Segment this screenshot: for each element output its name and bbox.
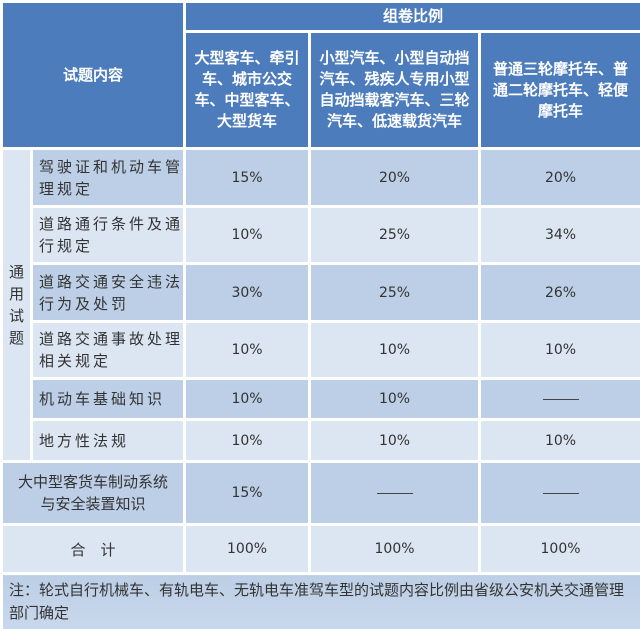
- group-label: 通用试题: [2, 149, 32, 462]
- cell-value: 15%: [185, 462, 310, 525]
- header-ratio: 组卷比例: [185, 2, 640, 32]
- row-label: 驾驶证和机动车管理规定: [32, 149, 185, 207]
- header-col-2: 小型汽车、小型自动挡汽车、残疾人专用小型自动挡载客汽车、三轮汽车、低速载货汽车: [310, 32, 480, 149]
- header-col-3: 普通三轮摩托车、普通二轮摩托车、轻便摩托车: [480, 32, 640, 149]
- row-label: 大中型客货车制动系统与安全装置知识: [2, 462, 185, 525]
- cell-dash: [480, 379, 640, 420]
- row-label: 地方性法规: [32, 420, 185, 462]
- table-row-special: 大中型客货车制动系统与安全装置知识 15%: [2, 462, 640, 525]
- cell-value: 34%: [480, 207, 640, 264]
- table-row-total: 合 计 100% 100% 100%: [2, 525, 640, 574]
- row-label: 道路交通安全违法行为及处罚: [32, 264, 185, 322]
- footnote: 注：轮式自行机械车、有轨电车、无轨电车准驾车型的试题内容比例由省级公安机关交通管…: [2, 574, 640, 629]
- cell-dash: [310, 462, 480, 525]
- cell-value: 10%: [185, 207, 310, 264]
- cell-value: 10%: [480, 322, 640, 379]
- cell-value: 25%: [310, 264, 480, 322]
- header-col-1: 大型客车、牵引车、城市公交车、中型客车、大型货车: [185, 32, 310, 149]
- row-label: 道路交通事故处理相关规定: [32, 322, 185, 379]
- cell-value: 20%: [480, 149, 640, 207]
- row-label: 道路通行条件及通行规定: [32, 207, 185, 264]
- cell-value: 15%: [185, 149, 310, 207]
- cell-value: 26%: [480, 264, 640, 322]
- cell-value: 10%: [310, 420, 480, 462]
- cell-value: 100%: [185, 525, 310, 574]
- header-content: 试题内容: [2, 2, 185, 149]
- cell-value: 20%: [310, 149, 480, 207]
- cell-value: 100%: [480, 525, 640, 574]
- row-label: 合 计: [2, 525, 185, 574]
- cell-value: 10%: [480, 420, 640, 462]
- cell-value: 10%: [310, 379, 480, 420]
- cell-value: 10%: [185, 379, 310, 420]
- cell-value: 25%: [310, 207, 480, 264]
- cell-value: 10%: [185, 420, 310, 462]
- row-label: 机动车基础知识: [32, 379, 185, 420]
- cell-dash: [480, 462, 640, 525]
- cell-value: 10%: [310, 322, 480, 379]
- cell-value: 100%: [310, 525, 480, 574]
- cell-value: 30%: [185, 264, 310, 322]
- cell-value: 10%: [185, 322, 310, 379]
